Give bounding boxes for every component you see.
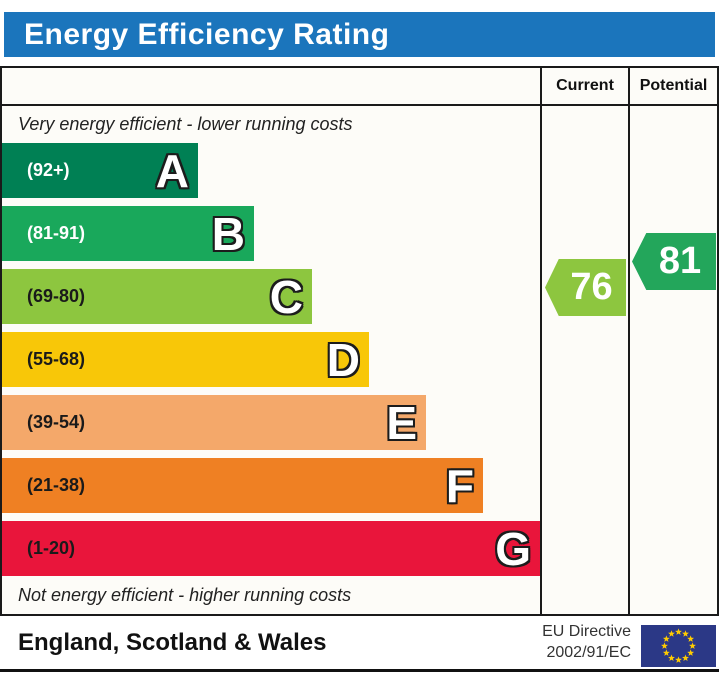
band-row: (39-54) E <box>2 395 540 450</box>
band-row: (21-38) F <box>2 458 540 513</box>
band-row: (81-91) B <box>2 206 540 261</box>
band-row: (69-80) C <box>2 269 540 324</box>
band-bar: (81-91) B <box>2 206 254 261</box>
footer: England, Scotland & Wales EU Directive 2… <box>0 616 719 672</box>
band-bar: (69-80) C <box>2 269 312 324</box>
potential-marker-arrow: 81 <box>632 233 716 290</box>
band-letter: D <box>326 333 360 386</box>
band-row: (55-68) D <box>2 332 540 387</box>
band-bar: (39-54) E <box>2 395 426 450</box>
band-row: (92+) A <box>2 143 540 198</box>
region-label: England, Scotland & Wales <box>18 628 327 656</box>
potential-value: 81 <box>658 240 702 282</box>
band-letter: E <box>386 396 417 449</box>
band-bar: (21-38) F <box>2 458 483 513</box>
band-range-label: (21-38) <box>27 475 86 495</box>
band-range-label: (81-91) <box>27 223 86 243</box>
title-bar: Energy Efficiency Rating <box>4 12 715 57</box>
band-range-label: (1-20) <box>27 538 76 558</box>
eu-directive-label: EU Directive 2002/91/EC <box>542 621 631 663</box>
band-letter: B <box>211 207 245 260</box>
band-range-label: (39-54) <box>27 412 86 432</box>
band-bar: (92+) A <box>2 143 198 198</box>
band-range-label: (55-68) <box>27 349 86 369</box>
rating-chart-body: Very energy efficient - lower running co… <box>2 106 540 614</box>
eu-flag-icon <box>641 625 716 667</box>
top-annotation: Very energy efficient - lower running co… <box>18 114 353 134</box>
current-column <box>540 106 628 614</box>
current-marker-arrow: 76 <box>545 259 626 316</box>
band-bar: (55-68) D <box>2 332 369 387</box>
band-range-label: (92+) <box>27 160 70 180</box>
band-range-label: (69-80) <box>27 286 86 306</box>
eu-directive-line2: 2002/91/EC <box>546 644 631 661</box>
potential-column <box>628 106 717 614</box>
current-value: 76 <box>570 266 613 308</box>
eu-directive-line1: EU Directive <box>542 623 631 640</box>
band-letter: G <box>495 522 531 575</box>
current-column-header: Current <box>540 68 628 106</box>
page-title: Energy Efficiency Rating <box>24 17 390 51</box>
band-row: (1-20) G <box>2 521 540 576</box>
table-corner-cell <box>2 68 540 106</box>
band-letter: A <box>155 144 189 197</box>
potential-column-header: Potential <box>628 68 717 106</box>
rating-table: Current Potential Very energy efficient … <box>0 66 719 616</box>
band-bar: (1-20) G <box>2 521 540 576</box>
bottom-annotation: Not energy efficient - higher running co… <box>18 585 352 605</box>
band-letter: C <box>269 270 303 323</box>
band-letter: F <box>445 459 474 512</box>
bands: (92+) A (81-91) B (69-80) C (55-68) D (3… <box>2 143 540 584</box>
